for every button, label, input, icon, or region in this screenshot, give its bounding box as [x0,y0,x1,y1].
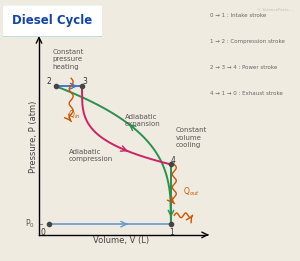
Text: Diesel Cycle: Diesel Cycle [12,14,93,27]
Text: P$_0$: P$_0$ [25,218,35,230]
Text: Constant
volume
cooling: Constant volume cooling [176,127,207,148]
Text: Adiabatic
compression: Adiabatic compression [69,149,113,162]
Text: 0: 0 [41,228,46,238]
Text: Constant
pressure
heating: Constant pressure heating [52,49,84,70]
Text: Q$_{in}$: Q$_{in}$ [68,108,81,121]
Y-axis label: Pressure, P (atm): Pressure, P (atm) [28,101,38,173]
Text: 2 → 3 → 4 : Power stroke: 2 → 3 → 4 : Power stroke [210,65,277,70]
Text: © ScienceFacts ...: © ScienceFacts ... [257,8,294,12]
X-axis label: Volume, V (L): Volume, V (L) [93,236,150,245]
Text: 1 → 2 : Compression stroke: 1 → 2 : Compression stroke [210,39,285,44]
Text: 2: 2 [46,77,51,86]
Text: 4: 4 [171,156,176,165]
Text: 0 → 1 : Intake stroke: 0 → 1 : Intake stroke [210,13,266,18]
Text: Q$_{out}$: Q$_{out}$ [183,186,200,198]
FancyBboxPatch shape [0,4,108,38]
Text: 1: 1 [169,228,174,238]
Text: Adiabatic
expansion: Adiabatic expansion [125,114,160,127]
Text: 4 → 1 → 0 : Exhaust stroke: 4 → 1 → 0 : Exhaust stroke [210,91,283,96]
Text: 3: 3 [82,77,87,86]
